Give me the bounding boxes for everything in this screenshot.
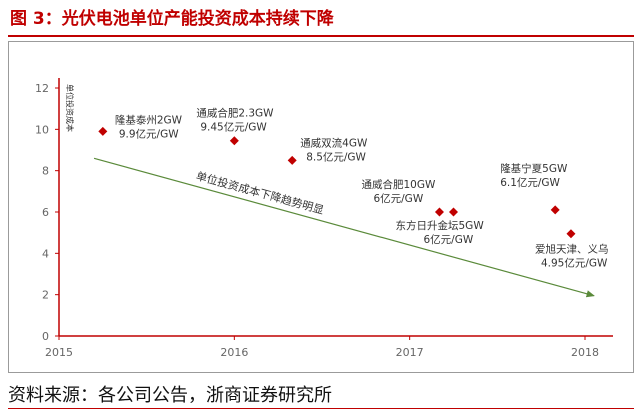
data-point-marker: [566, 229, 576, 239]
trend-label: 单位投资成本下降趋势明显: [195, 169, 326, 218]
x-tick-label: 2017: [396, 346, 424, 359]
y-tick-label: 8: [42, 165, 49, 178]
title-rule: [8, 35, 634, 37]
data-point-label-name: 通威双流4GW: [300, 136, 368, 149]
data-point-label-name: 通威合肥10GW: [361, 178, 435, 191]
y-tick-label: 10: [35, 123, 49, 136]
y-tick-label: 2: [42, 289, 49, 302]
data-point-label-value: 9.45亿元/GW: [200, 121, 267, 134]
source-rule: [8, 408, 634, 409]
x-tick-label: 2015: [45, 346, 73, 359]
data-point-label-name: 隆基泰州2GW: [115, 113, 183, 126]
data-point-label-name: 通威合肥2.3GW: [196, 107, 274, 120]
trend-arrow: [93, 157, 595, 298]
x-tick-label: 2018: [571, 346, 599, 359]
data-point-label-value: 9.9亿元/GW: [119, 127, 179, 140]
source-note: 资料来源：各公司公告，浙商证券研究所: [8, 385, 332, 406]
data-point-label-name: 东方日升金坛5GW: [396, 219, 485, 232]
data-point-marker: [229, 136, 239, 146]
data-point-label-name: 隆基宁夏5GW: [500, 162, 568, 175]
x-tick-label: 2016: [220, 346, 248, 359]
data-point-marker: [449, 207, 458, 217]
data-point-marker: [287, 155, 297, 165]
y-tick-label: 0: [42, 330, 49, 343]
data-point-marker: [98, 126, 108, 136]
data-point-label-value: 4.95亿元/GW: [541, 257, 608, 270]
data-point-label-value: 8.5亿元/GW: [306, 150, 366, 163]
y-axis-label: 单位投资成本: [65, 84, 75, 132]
data-point-marker: [434, 207, 444, 217]
data-point-label-value: 6亿元/GW: [424, 233, 474, 246]
y-tick-label: 6: [42, 206, 49, 219]
data-point-label-value: 6亿元/GW: [373, 192, 423, 205]
data-point-label-value: 6.1亿元/GW: [500, 176, 560, 189]
scatter-chart: 0 2 4 6 8 10 12 2015 2016 2017 2018 单位投资成本单位投资成本下降趋…: [35, 78, 613, 359]
data-point-label-name: 爱旭天津、义乌: [535, 243, 609, 256]
y-tick-label: 12: [35, 82, 49, 95]
figure-title: 图 3：光伏电池单位产能投资成本持续下降: [10, 9, 334, 29]
chart-frame: 0 2 4 6 8 10 12 2015 2016 2017 2018 单位投资成本单位投资成本下降趋…: [8, 41, 634, 373]
data-point-marker: [550, 205, 560, 215]
y-tick-label: 4: [42, 247, 49, 260]
